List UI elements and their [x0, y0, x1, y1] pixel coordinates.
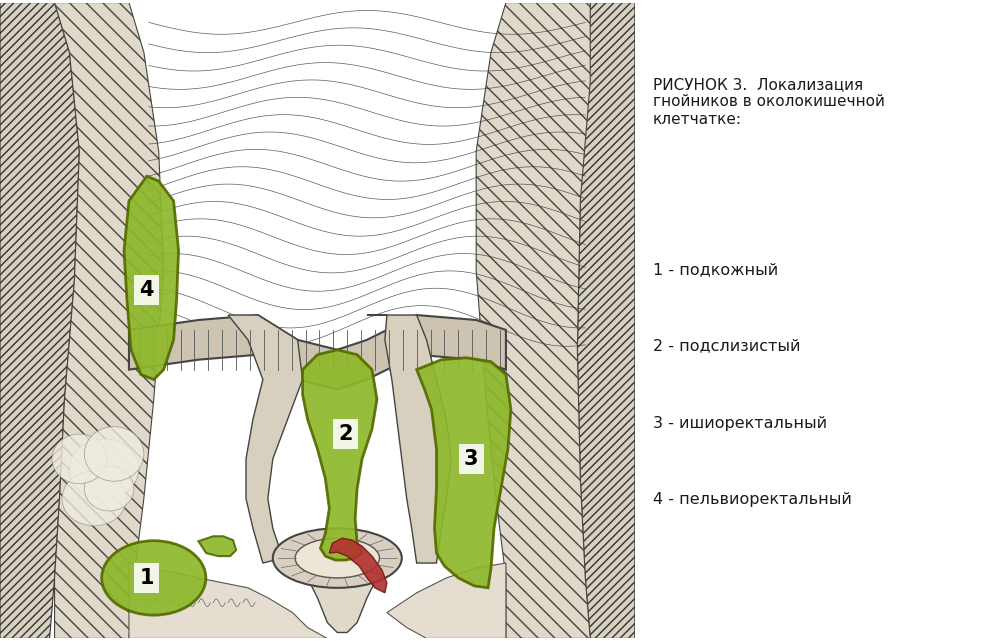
Text: РИСУНОК 3.  Локализация
гнойников в околокишечной
клетчатке:: РИСУНОК 3. Локализация гнойников в около… — [653, 77, 885, 127]
Text: 3: 3 — [464, 449, 478, 469]
Polygon shape — [577, 3, 635, 638]
Polygon shape — [367, 315, 451, 563]
Text: 1: 1 — [140, 568, 154, 588]
Polygon shape — [303, 350, 377, 560]
Text: 2: 2 — [338, 424, 352, 444]
Polygon shape — [476, 3, 590, 638]
Text: 2 - подслизистый: 2 - подслизистый — [653, 338, 801, 354]
Polygon shape — [417, 358, 511, 588]
Ellipse shape — [62, 471, 126, 526]
Ellipse shape — [296, 538, 379, 578]
Text: 1 - подкожный: 1 - подкожный — [653, 262, 778, 277]
Polygon shape — [55, 3, 164, 638]
Polygon shape — [0, 3, 635, 638]
Polygon shape — [198, 537, 236, 556]
Polygon shape — [129, 315, 506, 390]
Polygon shape — [293, 553, 387, 633]
Text: 3 - ишиоректальный: 3 - ишиоректальный — [653, 415, 827, 431]
Polygon shape — [329, 538, 387, 593]
Polygon shape — [387, 563, 506, 638]
Text: 4: 4 — [140, 280, 154, 300]
Polygon shape — [129, 563, 327, 638]
Polygon shape — [0, 3, 79, 638]
Polygon shape — [228, 315, 303, 563]
Ellipse shape — [84, 466, 134, 511]
Polygon shape — [124, 176, 179, 379]
Ellipse shape — [69, 439, 139, 499]
Ellipse shape — [101, 541, 205, 615]
Text: 4 - пельвиоректальный: 4 - пельвиоректальный — [653, 492, 851, 508]
Ellipse shape — [52, 434, 107, 484]
Ellipse shape — [84, 427, 144, 481]
Ellipse shape — [273, 528, 402, 588]
